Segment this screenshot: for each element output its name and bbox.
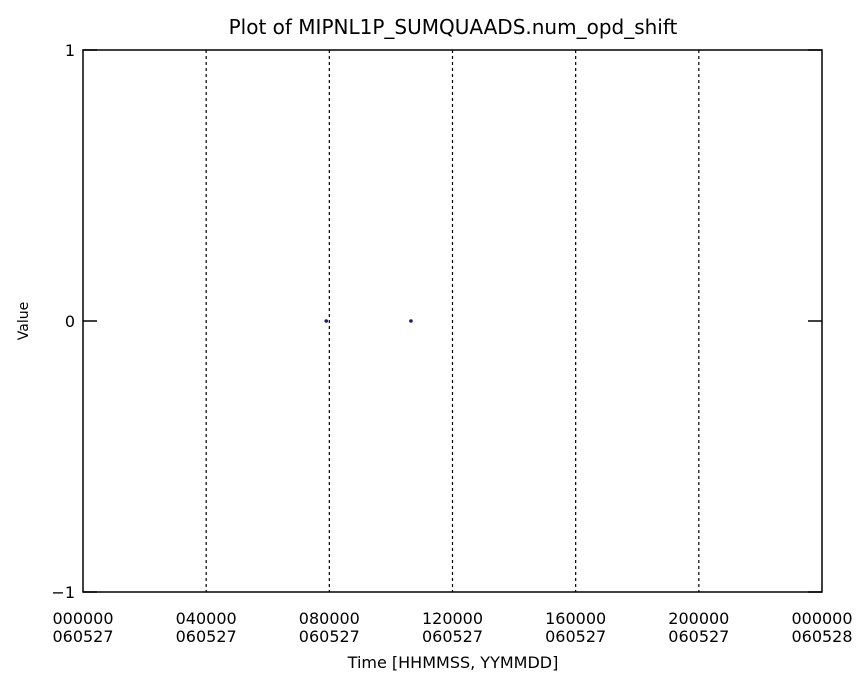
x-tick-date-3: 060527 <box>422 627 483 646</box>
x-tick-time-1: 040000 <box>176 609 237 628</box>
x-tick-time-2: 080000 <box>299 609 360 628</box>
x-axis-label: Time [HHMMSS, YYMMDD] <box>347 653 559 672</box>
x-tick-time-0: 000000 <box>52 609 113 628</box>
x-tick-time-4: 160000 <box>545 609 606 628</box>
y-tick-label-0: 1 <box>65 41 75 60</box>
y-axis-ticks: 1 0 −1 <box>51 41 822 602</box>
x-tick-time-5: 200000 <box>668 609 729 628</box>
x-tick-date-4: 060527 <box>545 627 606 646</box>
x-axis-ticks: 0000000605270400000605270800000605271200… <box>52 609 852 646</box>
chart-title: Plot of MIPNL1P_SUMQUAADS.num_opd_shift <box>229 15 678 39</box>
x-tick-date-6: 060528 <box>791 627 852 646</box>
x-tick-date-1: 060527 <box>176 627 237 646</box>
data-point-0 <box>324 319 329 323</box>
y-tick-label-1: 0 <box>65 312 75 331</box>
x-tick-date-2: 060527 <box>299 627 360 646</box>
x-tick-date-5: 060527 <box>668 627 729 646</box>
data-point-1 <box>409 319 413 323</box>
gridlines <box>205 50 700 592</box>
data-points <box>324 319 413 323</box>
y-axis-label: Value <box>16 302 32 340</box>
y-tick-label-2: −1 <box>51 583 75 602</box>
x-tick-time-6: 000000 <box>791 609 852 628</box>
x-tick-date-0: 060527 <box>52 627 113 646</box>
x-tick-time-3: 120000 <box>422 609 483 628</box>
